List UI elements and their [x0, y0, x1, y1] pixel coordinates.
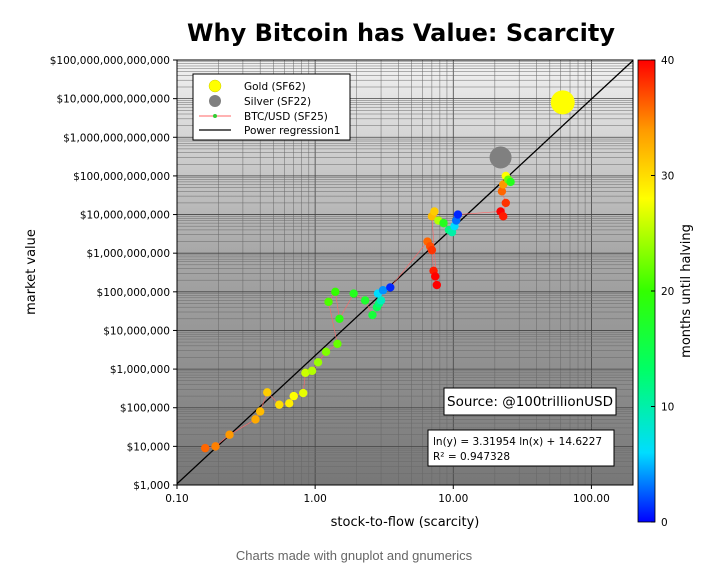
btc-point — [313, 358, 323, 367]
regression-r2: R² = 0.947328 — [433, 451, 510, 463]
btc-point — [331, 287, 340, 297]
btc-point — [378, 286, 388, 295]
btc-connector-line — [328, 301, 338, 344]
legend-label-gold: Gold (SF62) — [244, 81, 306, 93]
y-tick-label: $100,000,000,000,000 — [50, 55, 170, 67]
btc-point — [289, 391, 298, 401]
btc-point — [324, 297, 333, 307]
colorbar-tick-label: 40 — [661, 55, 674, 67]
x-tick-label: 10.00 — [438, 493, 468, 505]
x-tick-label: 1.00 — [303, 493, 326, 505]
btc-point — [333, 339, 342, 349]
x-tick-label: 100.00 — [573, 493, 610, 505]
y-tick-label: $1,000,000 — [110, 364, 170, 376]
data-points — [200, 90, 575, 453]
btc-point — [349, 289, 358, 298]
btc-point — [368, 310, 377, 320]
btc-point — [321, 347, 331, 357]
colorbar-ticks: 0 10 20 30 40 — [651, 55, 674, 529]
plot-frame — [176, 59, 634, 486]
y-tick-label: $10,000,000,000,000 — [56, 94, 170, 106]
legend-marker-silver — [209, 95, 221, 107]
equation-box — [427, 429, 615, 467]
btc-point — [499, 212, 508, 221]
btc-point — [453, 210, 463, 219]
legend-label-silver: Silver (SF22) — [244, 96, 311, 108]
btc-point — [506, 177, 515, 187]
y-tick-label: $10,000,000 — [103, 325, 170, 337]
btc-point — [225, 430, 234, 439]
btc-point — [251, 415, 260, 424]
btc-point — [501, 198, 510, 208]
gold-point — [550, 90, 575, 115]
y-tick-label: $100,000,000 — [97, 287, 170, 299]
legend-label-btc: BTC/USD (SF25) — [244, 111, 328, 123]
legend: Gold (SF62) Silver (SF22) BTC/USD (SF25)… — [192, 73, 351, 141]
btc-point — [335, 314, 344, 324]
y-tick-label: $10,000,000,000 — [80, 210, 170, 222]
y-tick-label: $10,000 — [127, 441, 170, 453]
y-tick-label: $100,000 — [120, 403, 170, 415]
btc-point — [386, 283, 395, 292]
btc-point — [307, 366, 317, 376]
power-regression-line — [177, 60, 633, 485]
source-box — [443, 387, 617, 416]
y-tick-label: $1,000,000,000,000 — [63, 132, 170, 144]
btc-point — [360, 296, 370, 305]
silver-point — [489, 146, 512, 169]
x-axis: 0.10 1.00 10.00 100.00 — [165, 485, 610, 505]
btc-connector-line — [339, 293, 354, 319]
chart-title: Why Bitcoin has Value: Scarcity — [187, 19, 615, 47]
btc-point — [431, 272, 440, 281]
colorbar-tick-label: 0 — [661, 517, 668, 529]
btc-point — [432, 280, 442, 290]
y-tick-label: $1,000 — [133, 480, 170, 492]
caption: Charts made with gnuplot and gnumerics — [235, 548, 473, 563]
btc-point — [285, 399, 294, 408]
btc-point — [376, 296, 386, 305]
source-annotation: Source: @100trillionUSD — [447, 394, 613, 410]
colorbar-label: months until halving — [679, 224, 694, 358]
btc-point — [255, 407, 265, 416]
colorbar-tick-label: 20 — [661, 286, 674, 298]
y-tick-label: $100,000,000,000 — [73, 171, 170, 183]
btc-point — [211, 442, 220, 451]
x-tick-label: 0.10 — [165, 493, 188, 505]
legend-label-regression: Power regression1 — [244, 125, 340, 137]
legend-marker-btc-dot — [213, 114, 217, 118]
btc-point — [497, 187, 507, 196]
regression-equation: ln(y) = 3.31954 ln(x) + 14.6227 — [433, 436, 602, 448]
btc-point — [275, 400, 284, 409]
btc-connector-line — [457, 211, 501, 215]
btc-point — [263, 388, 272, 397]
btc-connector-line — [229, 419, 256, 435]
btc-point — [439, 218, 448, 228]
btc-connector-line — [335, 291, 340, 319]
colorbar-tick-label: 30 — [661, 171, 674, 183]
y-tick-label: $1,000,000,000 — [87, 248, 171, 260]
btc-connector-line — [390, 241, 428, 288]
chart: Why Bitcoin has Value: Scarcity $1,000$1… — [24, 19, 694, 530]
btc-point — [427, 245, 437, 255]
colorbar-tick-label: 10 — [661, 402, 674, 414]
btc-point — [299, 388, 308, 398]
btc-point — [430, 207, 439, 216]
x-axis-label: stock-to-flow (scarcity) — [331, 515, 480, 530]
legend-marker-gold — [208, 79, 222, 93]
y-axis-label: market value — [24, 229, 39, 315]
y-axis: $1,000 $10,000 $100,000 $1,000,000 $10,000,0… — [50, 55, 177, 492]
btc-point — [301, 368, 310, 378]
btc-point — [200, 443, 210, 453]
